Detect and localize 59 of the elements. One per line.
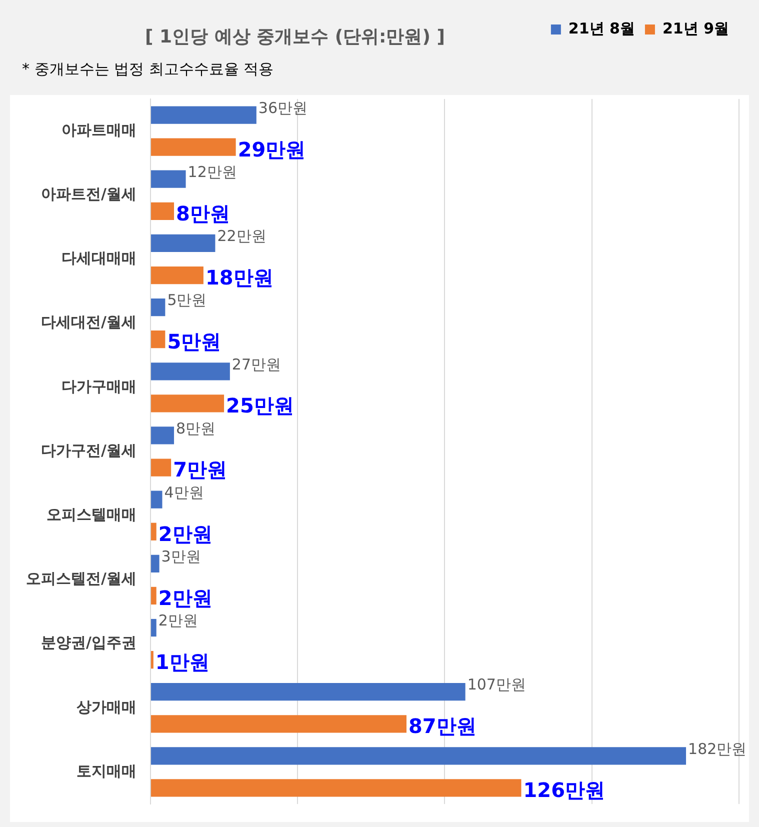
text: * 중개보수는 법정 최고수수료율 적용	[22, 60, 274, 78]
y-tick-label: 오피스텔매매	[46, 505, 136, 524]
bar	[150, 266, 204, 284]
bar	[150, 202, 174, 220]
data-label: 7만원	[173, 458, 227, 482]
data-label: 5만원	[167, 291, 207, 310]
bar	[150, 138, 236, 156]
y-tick-label: 다가구매매	[61, 377, 136, 396]
data-label: 27만원	[232, 355, 282, 374]
bar	[150, 650, 154, 669]
y-tick-label: 다세대전/월세	[40, 313, 136, 332]
bar	[150, 747, 686, 765]
bar	[150, 458, 172, 476]
data-label: 3만원	[161, 548, 201, 566]
bar	[150, 170, 186, 188]
bar	[150, 106, 256, 124]
data-label: 2만원	[158, 586, 212, 610]
bar	[150, 330, 166, 348]
data-label: 12만원	[188, 163, 237, 182]
data-label: 8만원	[176, 201, 230, 226]
data-label: 2만원	[158, 522, 212, 546]
bar	[150, 683, 466, 701]
y-tick-label: 오피스텔전/월세	[26, 570, 136, 588]
data-label: 5만원	[167, 330, 222, 354]
bar	[150, 490, 162, 508]
data-label: 36만원	[258, 98, 308, 117]
bar	[150, 586, 156, 605]
data-label: 29만원	[238, 137, 306, 162]
data-label: 18만원	[205, 265, 274, 290]
y-tick-label: 토지매매	[76, 762, 136, 780]
y-tick-label: 아파트전/월세	[40, 185, 136, 204]
bar	[150, 618, 156, 637]
bar	[150, 298, 166, 316]
data-label: 1만원	[155, 650, 210, 674]
bar	[150, 394, 224, 412]
bar	[150, 779, 522, 797]
data-label: 22만원	[217, 227, 266, 246]
bar	[150, 522, 156, 540]
legend-label: 21년 9월	[662, 19, 730, 38]
chart-title: [ 1인당 예상 중개보수 (단위:만원) ]	[145, 26, 445, 48]
data-label: 182만원	[688, 740, 747, 758]
data-label: 4만원	[164, 483, 204, 502]
y-tick-label: 다가구전/월세	[40, 441, 136, 460]
data-label: 87만원	[408, 714, 476, 738]
data-label: 8만원	[176, 419, 216, 438]
y-tick-label: 분양권/입주권	[40, 634, 136, 652]
legend-label: 21년 8월	[568, 19, 635, 38]
data-label: 25만원	[226, 394, 294, 418]
data-label: 107만원	[467, 676, 526, 694]
bar	[150, 362, 230, 380]
y-tick-label: 다세대매매	[61, 249, 136, 268]
bar	[150, 554, 160, 572]
data-label: 2만원	[158, 612, 198, 630]
y-tick-label: 아파트매매	[61, 120, 136, 139]
bar	[150, 426, 174, 444]
data-label: 126만원	[523, 778, 605, 802]
bar	[150, 715, 406, 733]
y-tick-label: 상가매매	[76, 698, 136, 716]
bar	[150, 234, 216, 252]
